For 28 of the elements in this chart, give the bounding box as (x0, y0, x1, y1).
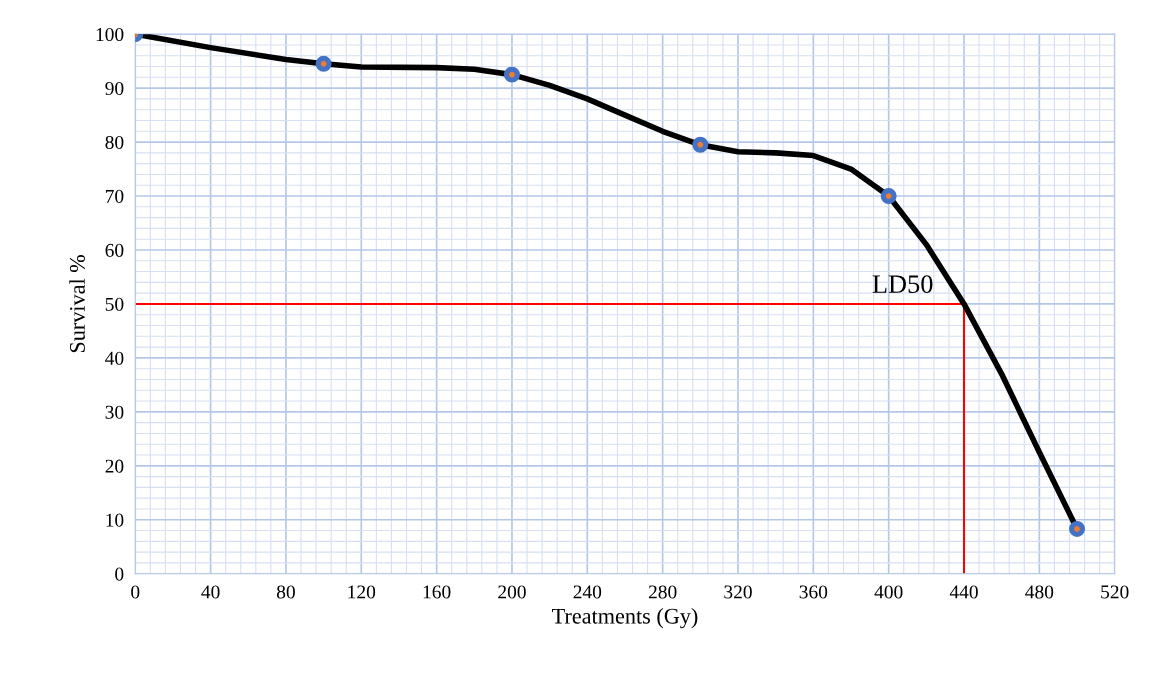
x-tick-label: 280 (648, 585, 677, 599)
x-tick-label: 320 (724, 585, 752, 599)
x-tick-label: 40 (201, 585, 220, 599)
x-tick-label: 80 (276, 585, 295, 599)
x-tick-label: 440 (949, 585, 978, 599)
x-tick-label: 160 (423, 585, 451, 599)
y-tick-label: 30 (105, 405, 124, 419)
y-tick-label: 20 (105, 459, 124, 473)
y-axis-title: Survival % (69, 255, 85, 353)
x-tick-label: 400 (874, 585, 903, 599)
x-tick-label: 0 (131, 585, 140, 599)
annotation: LD50 (872, 275, 933, 294)
y-tick-label: 50 (105, 297, 124, 311)
y-tick-label: 40 (105, 351, 124, 365)
x-tick-label: 240 (573, 585, 602, 599)
y-tick-label: 70 (105, 189, 124, 203)
y-tick-label: 100 (96, 27, 124, 42)
x-tick-label: 120 (348, 585, 376, 599)
x-tick-label: 360 (799, 585, 828, 599)
y-tick-label: 0 (115, 567, 124, 581)
x-tick-label: 480 (1025, 585, 1054, 599)
x-tick-label: 200 (498, 585, 526, 599)
y-tick-label: 90 (105, 81, 124, 96)
y-tick-label: 80 (105, 135, 124, 149)
x-tick-label: 520 (1101, 585, 1129, 599)
x-axis-title: Treatments (Gy) (552, 608, 698, 629)
y-tick-label: 60 (105, 243, 124, 257)
y-tick-label: 10 (106, 513, 124, 527)
